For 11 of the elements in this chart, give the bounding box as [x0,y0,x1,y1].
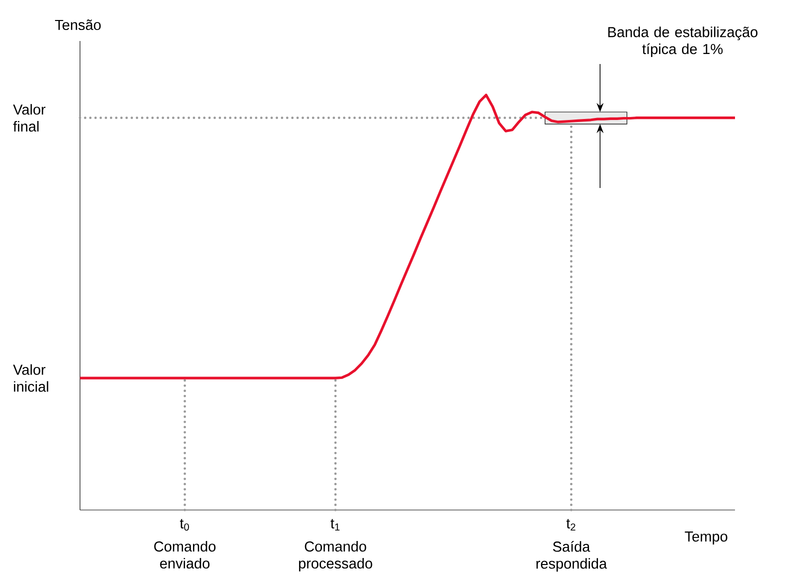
text: Comando enviado [154,541,216,569]
text: Valor inicial [13,364,48,392]
band-label: Banda de estabilização típica de 1% [608,26,758,57]
y-axis-title: Tensão [55,20,101,30]
x-tick-label: t$_{1}$ [330,519,340,531]
x-tick-label: t$_{0}$ [180,519,189,531]
text: Saída respondida [536,541,607,572]
ref-line-label: Valor final [13,104,46,132]
text: Comando processado [299,541,372,572]
x-axis-title: Tempo [684,532,728,544]
x-tick-label: t$_{2}$ [566,519,576,531]
